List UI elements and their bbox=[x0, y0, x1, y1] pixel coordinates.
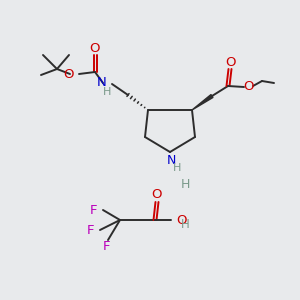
Text: F: F bbox=[89, 203, 97, 217]
Text: H: H bbox=[181, 218, 189, 230]
Text: N: N bbox=[166, 154, 176, 167]
Text: O: O bbox=[176, 214, 187, 226]
Text: O: O bbox=[244, 80, 254, 94]
Text: O: O bbox=[64, 68, 74, 80]
Text: H: H bbox=[180, 178, 190, 191]
Text: N: N bbox=[97, 76, 107, 89]
Text: F: F bbox=[102, 241, 110, 254]
Text: F: F bbox=[86, 224, 94, 236]
Text: O: O bbox=[152, 188, 162, 202]
Text: H: H bbox=[103, 87, 111, 97]
Polygon shape bbox=[192, 94, 213, 110]
Text: H: H bbox=[173, 163, 181, 173]
Text: O: O bbox=[90, 41, 100, 55]
Text: O: O bbox=[225, 56, 235, 68]
